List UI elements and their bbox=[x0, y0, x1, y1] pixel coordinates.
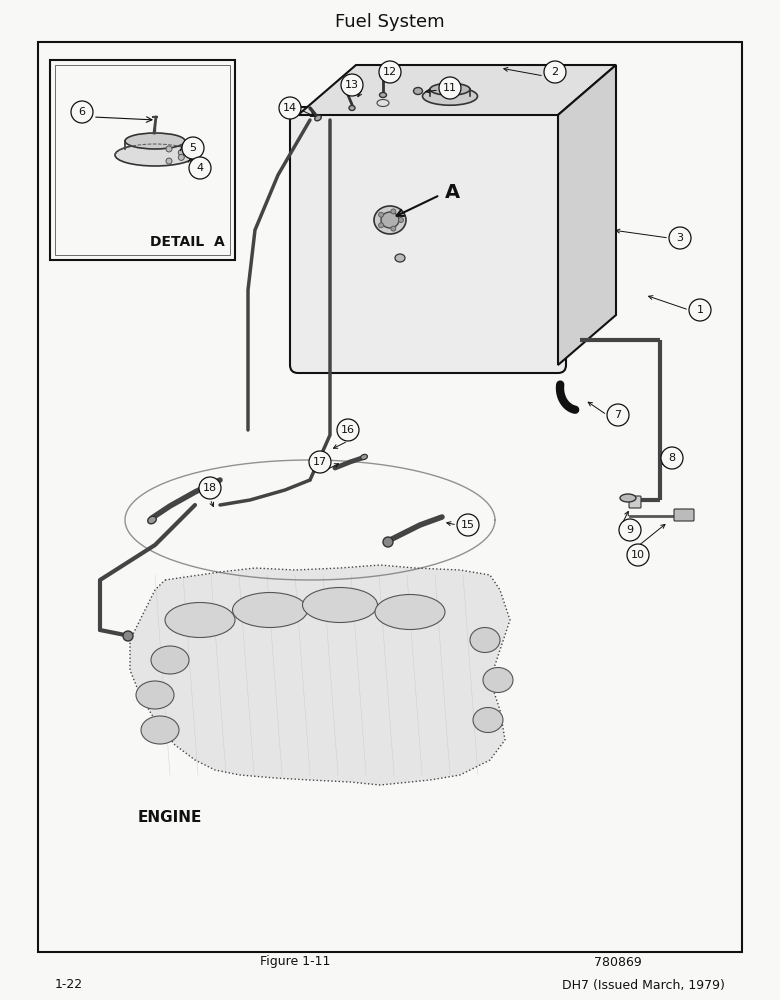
Ellipse shape bbox=[232, 592, 307, 628]
Bar bbox=[55, 65, 230, 255]
Text: DH7 (Issued March, 1979): DH7 (Issued March, 1979) bbox=[562, 978, 725, 992]
Circle shape bbox=[378, 223, 384, 228]
Text: 15: 15 bbox=[461, 520, 475, 530]
Circle shape bbox=[619, 519, 641, 541]
Circle shape bbox=[179, 150, 184, 156]
Polygon shape bbox=[558, 65, 616, 365]
Circle shape bbox=[383, 537, 393, 547]
Ellipse shape bbox=[473, 708, 503, 732]
Circle shape bbox=[544, 61, 566, 83]
Ellipse shape bbox=[395, 254, 405, 262]
Ellipse shape bbox=[470, 628, 500, 652]
Text: Fuel System: Fuel System bbox=[335, 13, 445, 31]
Circle shape bbox=[166, 146, 172, 152]
Circle shape bbox=[71, 101, 93, 123]
Text: Figure 1-11: Figure 1-11 bbox=[260, 956, 330, 968]
Ellipse shape bbox=[314, 115, 321, 121]
Circle shape bbox=[309, 451, 331, 473]
Circle shape bbox=[391, 209, 396, 214]
FancyBboxPatch shape bbox=[629, 496, 641, 508]
Text: A: A bbox=[445, 182, 460, 202]
Circle shape bbox=[379, 61, 401, 83]
Ellipse shape bbox=[360, 454, 367, 460]
Circle shape bbox=[378, 212, 384, 217]
Ellipse shape bbox=[413, 88, 423, 95]
Circle shape bbox=[189, 157, 211, 179]
Circle shape bbox=[337, 419, 359, 441]
Circle shape bbox=[661, 447, 683, 469]
Circle shape bbox=[399, 218, 403, 223]
Text: 11: 11 bbox=[443, 83, 457, 93]
Circle shape bbox=[457, 514, 479, 536]
Text: 18: 18 bbox=[203, 483, 217, 493]
Circle shape bbox=[689, 299, 711, 321]
Text: 17: 17 bbox=[313, 457, 327, 467]
Ellipse shape bbox=[620, 494, 636, 502]
Circle shape bbox=[669, 227, 691, 249]
Ellipse shape bbox=[136, 681, 174, 709]
Text: 13: 13 bbox=[345, 80, 359, 90]
Text: 780869: 780869 bbox=[594, 956, 642, 968]
Ellipse shape bbox=[141, 716, 179, 744]
Text: 14: 14 bbox=[283, 103, 297, 113]
FancyBboxPatch shape bbox=[674, 509, 694, 521]
Circle shape bbox=[341, 74, 363, 96]
Ellipse shape bbox=[115, 144, 195, 166]
Circle shape bbox=[439, 77, 461, 99]
FancyBboxPatch shape bbox=[290, 107, 566, 373]
Circle shape bbox=[179, 154, 184, 160]
Ellipse shape bbox=[380, 93, 387, 98]
Ellipse shape bbox=[349, 105, 355, 110]
Ellipse shape bbox=[423, 87, 477, 105]
Circle shape bbox=[279, 97, 301, 119]
Text: 2: 2 bbox=[551, 67, 558, 77]
Text: 10: 10 bbox=[631, 550, 645, 560]
Text: 3: 3 bbox=[676, 233, 683, 243]
Circle shape bbox=[182, 137, 204, 159]
Ellipse shape bbox=[375, 594, 445, 630]
Ellipse shape bbox=[151, 646, 189, 674]
Ellipse shape bbox=[430, 83, 470, 95]
Ellipse shape bbox=[381, 212, 399, 228]
Text: 5: 5 bbox=[190, 143, 197, 153]
Circle shape bbox=[199, 477, 221, 499]
Circle shape bbox=[123, 631, 133, 641]
Circle shape bbox=[166, 158, 172, 164]
Circle shape bbox=[607, 404, 629, 426]
Text: DETAIL  A: DETAIL A bbox=[151, 235, 225, 249]
Text: 1-22: 1-22 bbox=[55, 978, 83, 992]
Polygon shape bbox=[298, 65, 616, 115]
Ellipse shape bbox=[147, 516, 156, 524]
Bar bbox=[50, 60, 235, 260]
Ellipse shape bbox=[125, 133, 185, 149]
Text: 1: 1 bbox=[697, 305, 704, 315]
Polygon shape bbox=[130, 565, 510, 785]
Ellipse shape bbox=[303, 587, 378, 622]
Circle shape bbox=[391, 226, 396, 231]
Text: 7: 7 bbox=[615, 410, 622, 420]
Text: 12: 12 bbox=[383, 67, 397, 77]
Text: 9: 9 bbox=[626, 525, 633, 535]
Ellipse shape bbox=[374, 206, 406, 234]
Text: 16: 16 bbox=[341, 425, 355, 435]
Ellipse shape bbox=[165, 602, 235, 638]
Circle shape bbox=[627, 544, 649, 566]
Text: 8: 8 bbox=[668, 453, 675, 463]
Text: ENGINE: ENGINE bbox=[138, 810, 202, 825]
Text: 4: 4 bbox=[197, 163, 204, 173]
Text: 6: 6 bbox=[79, 107, 86, 117]
Ellipse shape bbox=[483, 668, 513, 692]
